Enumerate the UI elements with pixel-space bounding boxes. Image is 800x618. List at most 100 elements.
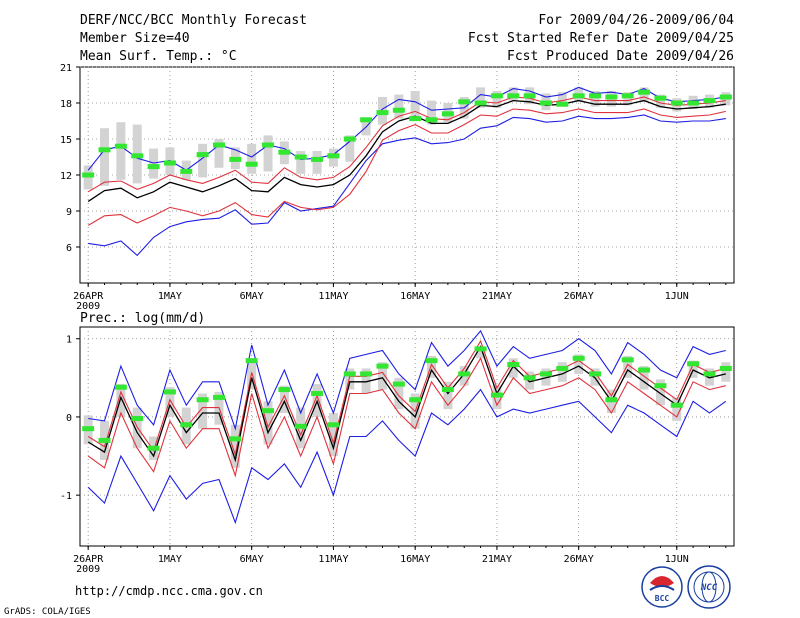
spread-box	[427, 100, 437, 125]
median-marker	[360, 371, 373, 377]
median-marker	[621, 93, 634, 99]
median-marker	[703, 371, 716, 377]
median-marker	[670, 402, 683, 408]
std-lower-line	[87, 108, 726, 226]
spread-box	[476, 346, 486, 359]
spread-box	[100, 128, 110, 186]
spread-box	[263, 135, 273, 172]
median-marker	[343, 136, 356, 142]
spread-box	[557, 362, 567, 382]
spread-box	[149, 148, 159, 179]
grads-credit: GrADS: COLA/IGES	[4, 607, 91, 617]
variable-label: Mean Surf. Temp.: °C	[80, 49, 237, 64]
median-marker	[719, 365, 732, 371]
spread-box	[263, 401, 273, 445]
x-tick-label: 1JUN	[665, 291, 689, 302]
bcc-logo: BCC	[641, 566, 683, 608]
median-marker	[147, 164, 160, 170]
median-marker	[262, 408, 275, 414]
mean-line	[87, 99, 726, 202]
median-marker	[278, 387, 291, 393]
x-tick-label: 11MAY	[318, 554, 348, 565]
median-marker	[670, 100, 683, 106]
median-marker	[621, 357, 634, 363]
precip-panel-title: Prec.: log(mm/d)	[80, 311, 205, 326]
median-marker	[82, 426, 95, 432]
spread-box	[312, 151, 322, 174]
median-marker	[278, 149, 291, 155]
y-tick-label: 12	[60, 171, 72, 182]
plot-frame	[79, 326, 735, 547]
median-marker	[131, 416, 144, 422]
median-marker	[654, 95, 667, 101]
median-marker	[638, 367, 651, 373]
median-marker	[605, 397, 618, 403]
spread-box	[377, 362, 387, 390]
median-marker	[490, 392, 503, 398]
median-marker	[376, 363, 389, 369]
median-marker	[98, 437, 111, 443]
median-marker	[474, 100, 487, 106]
spread-box	[247, 143, 257, 174]
spread-box	[655, 379, 665, 406]
median-marker	[687, 100, 700, 106]
spread-box	[198, 143, 208, 178]
spread-box	[279, 385, 289, 414]
spread-box	[655, 94, 665, 108]
mean-line	[87, 345, 726, 463]
y-tick-label: 9	[66, 207, 72, 218]
median-marker	[196, 152, 209, 158]
median-marker	[163, 389, 176, 395]
min-line	[87, 388, 727, 525]
spread-box	[623, 355, 633, 378]
bcc-logo-text: BCC	[655, 594, 670, 603]
median-marker	[556, 101, 569, 107]
median-marker	[327, 422, 340, 428]
median-marker	[441, 387, 454, 393]
spread-box	[443, 381, 453, 410]
std-lower-line	[87, 357, 726, 478]
y-tick-label: 1	[66, 335, 72, 346]
spread-box	[427, 355, 437, 378]
spread-box	[214, 139, 224, 168]
median-marker	[229, 436, 242, 442]
median-marker	[327, 153, 340, 159]
median-marker	[82, 172, 95, 178]
median-marker	[131, 153, 144, 159]
y-tick-label: 18	[60, 99, 72, 110]
median-marker	[425, 358, 438, 364]
median-marker	[262, 142, 275, 148]
x-tick-label: 26MAY	[564, 554, 594, 565]
spread-box	[116, 384, 126, 417]
fcst-produced-date: Fcst Produced Date 2009/04/26	[507, 49, 734, 64]
x-tick-label: 1JUN	[665, 554, 689, 565]
median-marker	[294, 154, 307, 160]
median-marker	[441, 111, 454, 117]
median-marker	[638, 89, 651, 95]
spread-box	[476, 87, 486, 108]
temperature-panel: 6 9 12 15 18 21 26APR 1MAY 6MAY 11MAY 16MAY 21MAY 26…	[60, 63, 735, 312]
x-tick-label: 26MAY	[564, 291, 594, 302]
median-marker	[425, 117, 438, 123]
median-marker	[311, 156, 324, 162]
spread-box	[345, 135, 355, 162]
median-marker	[703, 98, 716, 104]
x-tick-label: 16MAY	[400, 291, 430, 302]
ncc-logo: NCC	[687, 565, 731, 609]
x-year-label: 2009	[76, 301, 100, 312]
median-marker	[343, 371, 356, 377]
fcst-started-date: Fcst Started Refer Date 2009/04/25	[468, 31, 734, 46]
median-marker	[539, 371, 552, 377]
median-marker	[409, 397, 422, 403]
forecast-range: For 2009/04/26-2009/06/04	[538, 13, 734, 28]
median-marker	[458, 371, 471, 377]
median-marker	[556, 365, 569, 371]
spread-box	[672, 397, 682, 421]
median-marker	[245, 161, 258, 167]
median-marker	[507, 362, 520, 368]
median-marker	[163, 160, 176, 166]
median-marker	[523, 93, 536, 99]
x-year-label: 2009	[76, 564, 100, 575]
x-tick-label: 6MAY	[240, 291, 264, 302]
median-marker	[180, 422, 193, 428]
